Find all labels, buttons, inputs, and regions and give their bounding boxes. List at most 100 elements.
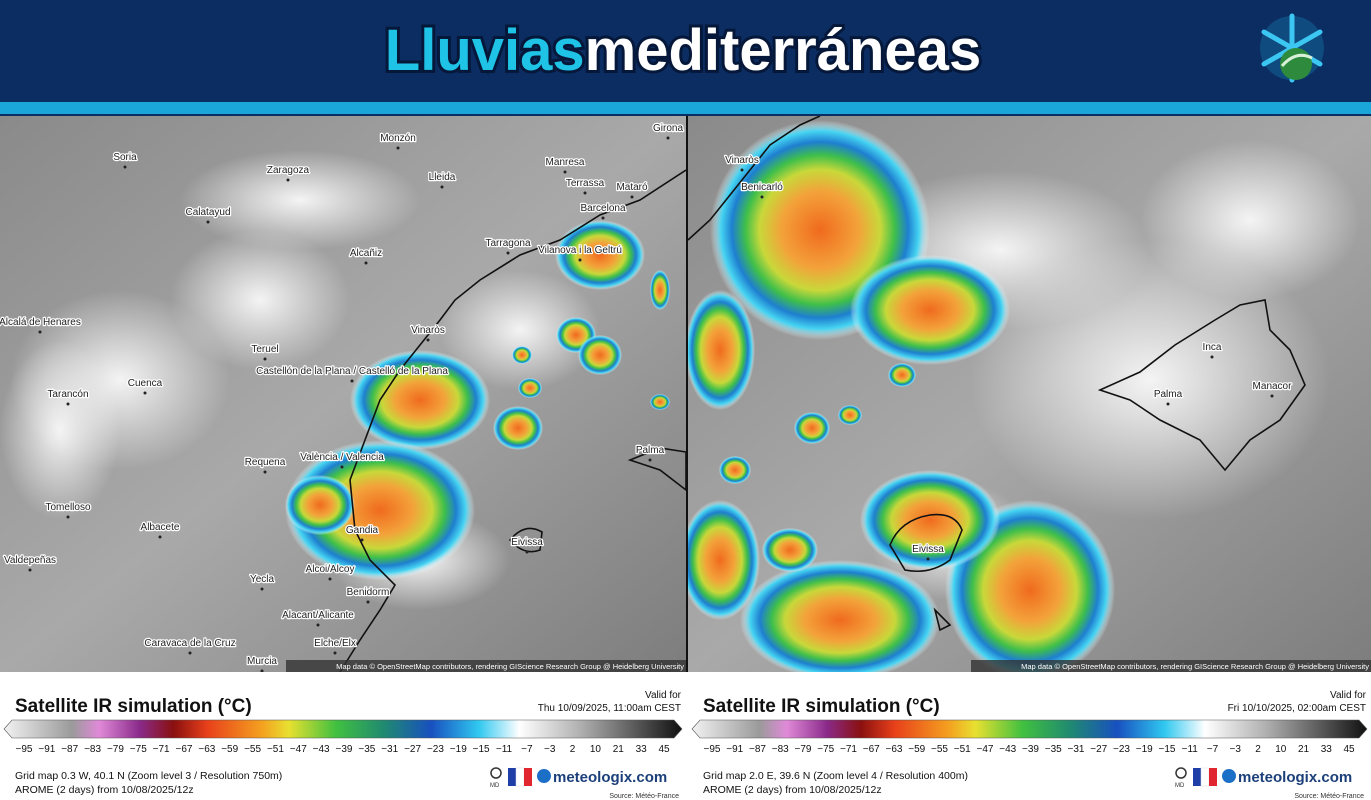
convective-cell — [493, 406, 543, 450]
colorbar-tick-label: −55 — [931, 744, 948, 755]
city-label: Lleida — [429, 172, 456, 183]
valid-time: Thu 10/09/2025, 11:00am CEST — [538, 703, 681, 714]
colorbar-tick-label: −19 — [450, 744, 467, 755]
city-label: València / Valencia — [300, 452, 384, 463]
convective-cell — [555, 220, 645, 290]
coastline — [339, 169, 686, 672]
colorbar-tick-label: 45 — [658, 744, 670, 755]
city-dot — [260, 669, 264, 672]
city-dot — [426, 338, 430, 342]
colorbar-tick-label: −91 — [726, 744, 743, 755]
colorbar-tick-label: −71 — [153, 744, 170, 755]
city-label: Tarancón — [47, 389, 88, 400]
city-label: Cuenca — [128, 378, 163, 389]
city-dot — [563, 170, 567, 174]
city-dot — [333, 651, 337, 655]
model-info: AROME (2 days) from 10/08/2025/12z — [703, 784, 882, 796]
city-label: Valdepeñas — [4, 555, 56, 566]
header-title: Lluviasmediterráneas — [385, 18, 981, 83]
colorbar-tick-label: −11 — [496, 744, 513, 755]
city-label: Elche/Elx — [314, 638, 356, 649]
valid-label: Valid for — [1330, 690, 1367, 701]
city-label: Benidorm — [347, 587, 390, 598]
city-label: Palma — [636, 445, 665, 456]
colorbar-tick-label: −75 — [817, 744, 834, 755]
coastline — [889, 513, 963, 573]
convective-cell — [794, 412, 830, 444]
convective-cell — [650, 394, 670, 410]
city-label: Gandia — [346, 525, 379, 536]
convective-cell — [838, 405, 862, 425]
convective-cell — [740, 560, 940, 672]
city-dot — [66, 515, 70, 519]
colorbar-tick-label: −55 — [244, 744, 261, 755]
colorbar — [691, 719, 1368, 739]
city-dot — [1270, 394, 1274, 398]
city-dot — [350, 379, 354, 383]
convective-cell — [850, 255, 1010, 365]
colorbar-tick-label: 2 — [570, 744, 576, 755]
city-label: Alcalá de Henares — [0, 317, 81, 328]
flag-red — [1209, 768, 1217, 786]
city-dot — [286, 178, 290, 182]
colorbar-tick-label: −39 — [336, 744, 353, 755]
colorbar-tick-label: 33 — [1321, 744, 1333, 755]
colorbar-tick-label: 10 — [1275, 744, 1287, 755]
attribution-bg — [286, 660, 686, 672]
convective-cell — [518, 378, 542, 398]
colorbar-tick-label: −67 — [863, 744, 880, 755]
colorbar-tick-label: −35 — [358, 744, 375, 755]
city-label: Castellón de la Plana / Castelló de la P… — [256, 366, 448, 377]
city-label: Yecla — [250, 574, 275, 585]
city-label: Murcia — [247, 656, 277, 667]
city-dot — [630, 195, 634, 199]
colorbar-tick-label: −51 — [954, 744, 971, 755]
cloud-area — [1140, 140, 1360, 300]
city-label: Alacant/Alicante — [282, 610, 354, 621]
colorbar-tick-label: −79 — [795, 744, 812, 755]
city-dot — [1166, 402, 1170, 406]
city-dot — [143, 391, 147, 395]
flag-white — [1200, 767, 1210, 787]
city-dot — [364, 261, 368, 265]
city-label: Eivissa — [912, 544, 944, 555]
brand: meteologix.com — [1238, 769, 1352, 786]
valid-time: Fri 10/10/2025, 02:00am CEST — [1228, 703, 1366, 714]
colorbar-tick-label: −15 — [473, 744, 490, 755]
md-label: MD — [490, 783, 500, 789]
city-label: Albacete — [141, 522, 180, 533]
legend-title: Satellite IR simulation (°C) — [703, 696, 940, 717]
model-info: AROME (2 days) from 10/08/2025/12z — [15, 784, 194, 796]
colorbar-tick-label: −7 — [521, 744, 533, 755]
map-attribution: Map data © OpenStreetMap contributors, r… — [336, 662, 684, 671]
logo-icon — [1260, 13, 1324, 83]
cloud-area — [440, 270, 600, 390]
grid-info: Grid map 2.0 E, 39.6 N (Zoom level 4 / R… — [703, 770, 968, 782]
brand: meteologix.com — [553, 769, 667, 786]
colorbar-tick-label: −31 — [1068, 744, 1085, 755]
city-dot — [263, 357, 267, 361]
colorbar-tick-label: 45 — [1343, 744, 1355, 755]
colorbar-tick-label: −87 — [749, 744, 766, 755]
city-label: Alcoi/Alcoy — [306, 564, 355, 575]
city-label: Palma — [1154, 389, 1183, 400]
colorbar-tick-label: 21 — [613, 744, 625, 755]
city-dot — [263, 470, 267, 474]
city-dot — [396, 146, 400, 150]
city-label: Manacor — [1253, 381, 1293, 392]
city-label: Inca — [1203, 342, 1222, 353]
colorbar-tick-label: −15 — [1159, 744, 1176, 755]
colorbar-tick-label: −95 — [16, 744, 33, 755]
city-dot — [666, 136, 670, 140]
city-dot — [506, 251, 510, 255]
colorbar-tick-label: −31 — [381, 744, 398, 755]
coastline — [627, 447, 686, 492]
city-label: Monzón — [380, 133, 416, 144]
city-dot — [260, 587, 264, 591]
grid-info: Grid map 0.3 W, 40.1 N (Zoom level 3 / R… — [15, 770, 282, 782]
colorbar-tick-label: −3 — [544, 744, 556, 755]
city-label: Tomelloso — [45, 502, 90, 513]
city-label: Caravaca de la Cruz — [144, 638, 235, 649]
legend-title: Satellite IR simulation (°C) — [15, 696, 252, 717]
colorbar-tick-label: −11 — [1182, 744, 1199, 755]
